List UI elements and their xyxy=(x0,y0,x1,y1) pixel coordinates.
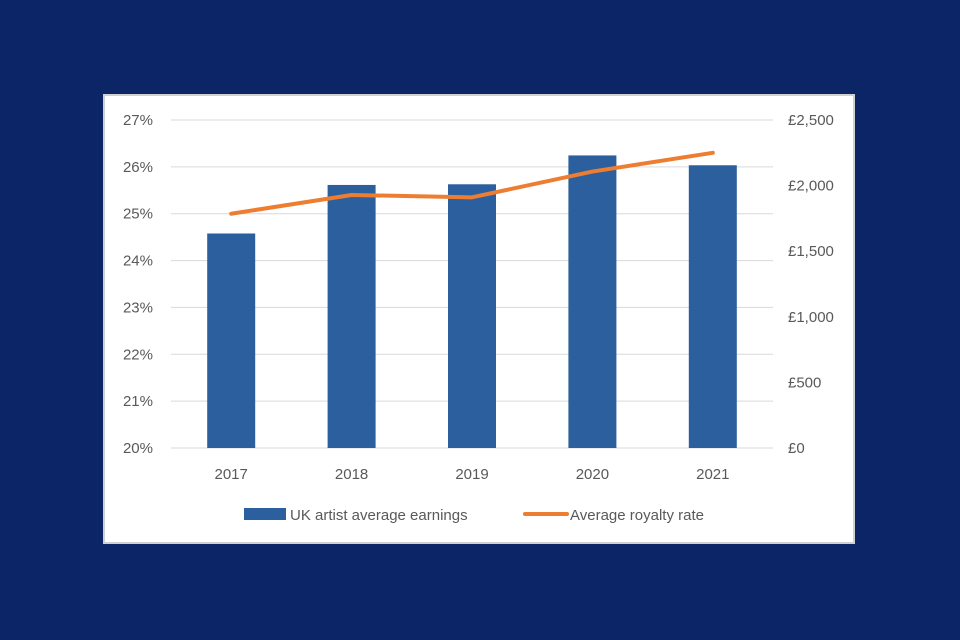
left-tick-label: 20% xyxy=(123,440,153,457)
legend-label-earnings: UK artist average earnings xyxy=(290,507,468,524)
right-tick-label: £1,500 xyxy=(788,243,834,260)
right-tick-label: £500 xyxy=(788,374,821,391)
chart-panel: 20% 21% 22% 23% 24% 25% 26% 27% £0 £500 £1,000 £1,… xyxy=(103,94,855,544)
combo-chart: 20% 21% 22% 23% 24% 25% 26% 27% £0 £500 £1,000 £1,… xyxy=(123,112,834,524)
x-tick-label: 2020 xyxy=(576,466,609,483)
x-tick-label: 2019 xyxy=(455,466,488,483)
left-tick-label: 27% xyxy=(123,112,153,129)
left-tick-label: 22% xyxy=(123,346,153,363)
left-tick-label: 24% xyxy=(123,253,153,270)
earnings-bar xyxy=(207,233,256,448)
x-tick-label: 2017 xyxy=(215,466,248,483)
x-tick-label: 2018 xyxy=(335,466,368,483)
earnings-bar xyxy=(448,184,496,448)
earnings-bar xyxy=(688,165,737,448)
legend-swatch-earnings xyxy=(244,508,286,520)
right-tick-label: £2,000 xyxy=(788,178,834,195)
left-tick-label: 25% xyxy=(123,206,153,223)
right-tick-label: £1,000 xyxy=(788,309,834,326)
left-tick-label: 26% xyxy=(123,159,153,176)
right-tick-label: £2,500 xyxy=(788,112,834,129)
legend-label-royalty: Average royalty rate xyxy=(570,507,704,524)
x-axis: 2017 2018 2019 2020 2021 xyxy=(215,466,730,483)
earnings-bar xyxy=(568,155,617,448)
royalty-line xyxy=(229,150,715,216)
earnings-bars xyxy=(207,155,737,448)
x-tick-label: 2021 xyxy=(696,466,729,483)
right-tick-label: £0 xyxy=(788,440,805,457)
earnings-bar xyxy=(327,184,376,448)
left-tick-label: 23% xyxy=(123,299,153,316)
left-tick-label: 21% xyxy=(123,393,153,410)
left-axis: 20% 21% 22% 23% 24% 25% 26% 27% xyxy=(123,112,153,457)
royalty-rate-line xyxy=(229,150,715,216)
legend: UK artist average earnings Average royal… xyxy=(244,507,704,524)
right-axis: £0 £500 £1,000 £1,500 £2,000 £2,500 xyxy=(788,112,834,457)
